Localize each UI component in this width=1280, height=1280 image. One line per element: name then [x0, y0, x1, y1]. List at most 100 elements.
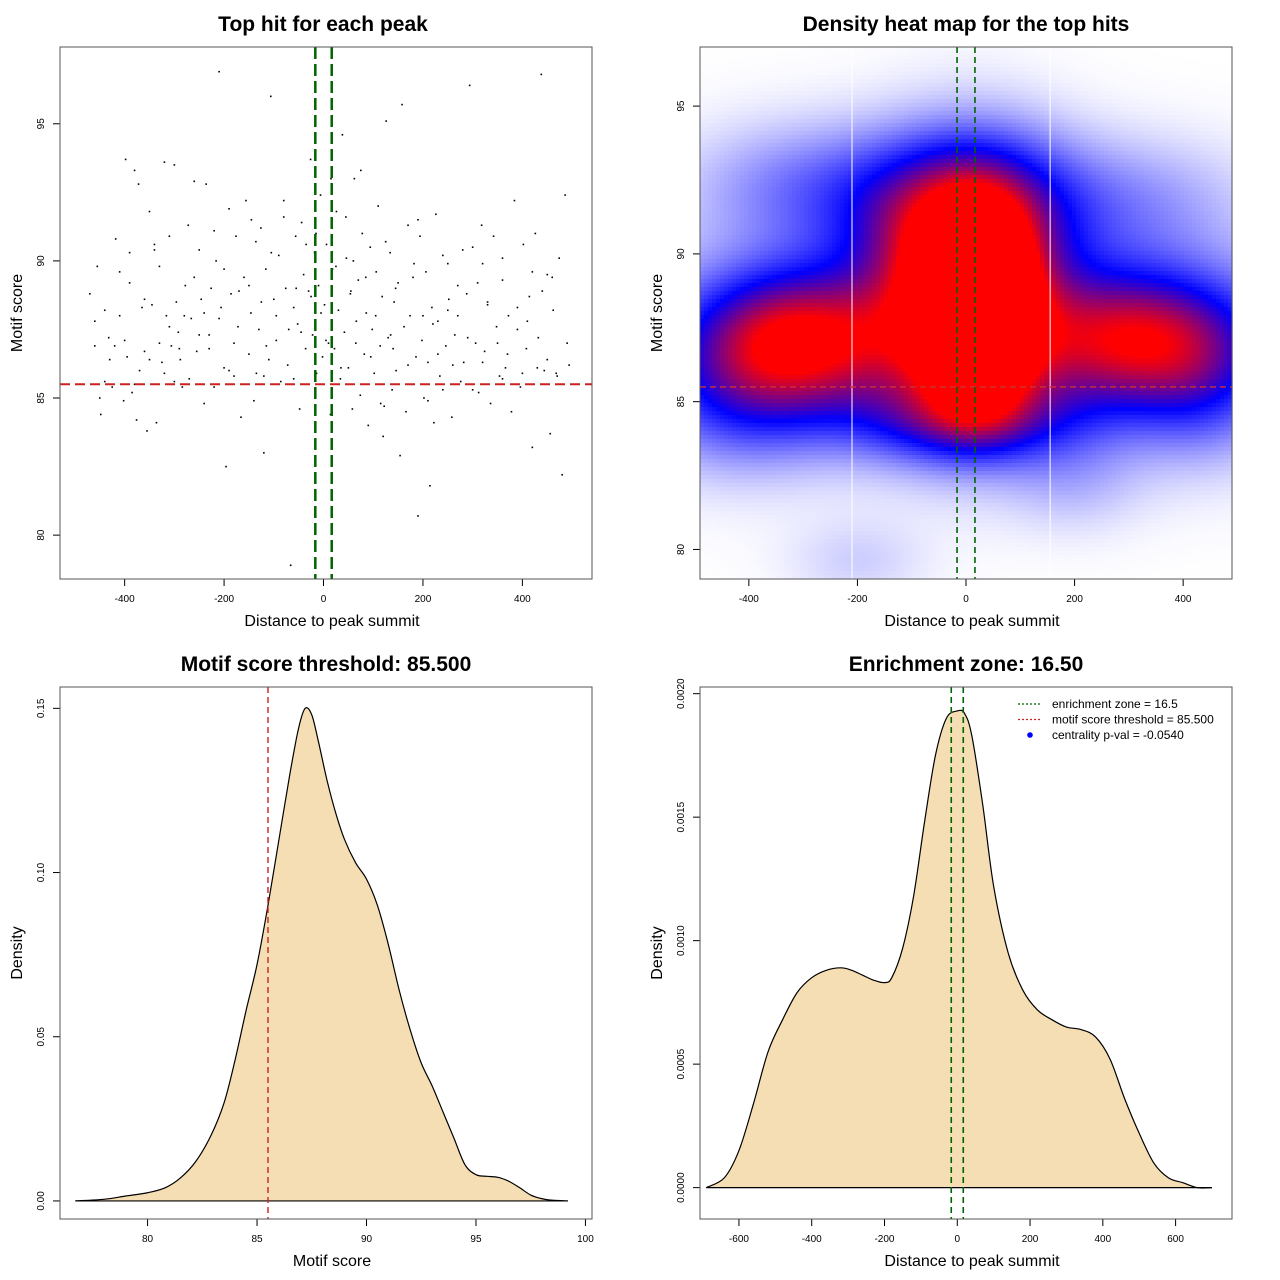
heatmap-cell	[812, 151, 817, 156]
heatmap-cell	[800, 363, 805, 368]
heatmap-cell	[728, 331, 733, 336]
heatmap-cell	[704, 531, 709, 536]
heatmap-cell	[728, 347, 733, 352]
heatmap-cell	[788, 119, 793, 124]
heatmap-cell	[724, 399, 729, 404]
heatmap-cell	[736, 47, 741, 52]
heatmap-cell	[764, 63, 769, 68]
heatmap-cell	[784, 483, 789, 488]
heatmap-cell	[824, 139, 829, 144]
heatmap-cell	[712, 371, 717, 376]
heatmap-cell	[768, 499, 773, 504]
scatter-point	[483, 350, 486, 353]
heatmap-cell	[728, 99, 733, 104]
heatmap-cell	[776, 475, 781, 480]
heatmap-cell	[704, 107, 709, 112]
heatmap-cell	[740, 267, 745, 272]
heatmap-cell	[700, 55, 705, 60]
heatmap-cell	[712, 191, 717, 196]
heatmap-cell	[772, 215, 777, 220]
heatmap-cell	[784, 367, 789, 372]
heatmap-cell	[808, 163, 813, 168]
heatmap-cell	[764, 175, 769, 180]
heatmap-cell	[820, 207, 825, 212]
heatmap-cell	[800, 243, 805, 248]
heatmap-cell	[828, 291, 833, 296]
heatmap-cell	[720, 155, 725, 160]
heatmap-cell	[704, 475, 709, 480]
heatmap-cell	[752, 379, 757, 384]
heatmap-cell	[756, 415, 761, 420]
heatmap-cell	[764, 435, 769, 440]
heatmap-cell	[708, 211, 713, 216]
heatmap-cell	[732, 115, 737, 120]
heatmap-cell	[812, 535, 817, 540]
heatmap-cell	[772, 71, 777, 76]
heatmap-cell	[732, 163, 737, 168]
heatmap-cell	[820, 439, 825, 444]
heatmap-cell	[804, 563, 809, 568]
heatmap-cell	[740, 55, 745, 60]
heatmap-cell	[760, 259, 765, 264]
scatter-point	[250, 218, 253, 221]
scatter-point	[319, 194, 322, 196]
heatmap-cell	[832, 199, 837, 204]
heatmap-cell	[792, 283, 797, 288]
heatmap-cell	[812, 323, 817, 328]
heatmap-cell	[728, 143, 733, 148]
heatmap-cell	[748, 531, 753, 536]
heatmap-cell	[716, 427, 721, 432]
heatmap-cell	[728, 187, 733, 192]
heatmap-cell	[708, 131, 713, 136]
heatmap-cell	[832, 371, 837, 376]
heatmap-cell	[744, 423, 749, 428]
heatmap-cell	[768, 199, 773, 204]
heatmap-cell	[812, 375, 817, 380]
heatmap-cell	[740, 287, 745, 292]
heatmap-cell	[812, 431, 817, 436]
heatmap-cell	[740, 559, 745, 564]
heatmap-cell	[700, 179, 705, 184]
heatmap-cell	[700, 139, 705, 144]
scatter-points	[89, 70, 570, 567]
scatter-point	[304, 347, 307, 350]
scatter-point	[427, 399, 429, 402]
heatmap-cell	[724, 151, 729, 156]
heatmap-cell	[828, 491, 833, 496]
heatmap-cell	[720, 259, 725, 264]
heatmap-cell	[748, 187, 753, 192]
heatmap-cell	[800, 259, 805, 264]
heatmap-cell	[796, 375, 801, 380]
heatmap-cell	[768, 571, 773, 576]
heatmap-cell	[760, 371, 765, 376]
heatmap-cell	[836, 103, 841, 108]
heatmap-cell	[724, 139, 729, 144]
heatmap-cell	[796, 75, 801, 80]
heatmap-cell	[776, 83, 781, 88]
heatmap-cell	[808, 391, 813, 396]
heatmap-cell	[760, 307, 765, 312]
heatmap-cell	[812, 263, 817, 268]
heatmap-cell	[812, 363, 817, 368]
heatmap-cell	[764, 191, 769, 196]
heatmap-cell	[712, 103, 717, 108]
heatmap-cell	[832, 307, 837, 312]
heatmap-cell	[712, 143, 717, 148]
heatmap-cell	[824, 339, 829, 344]
heatmap-cell	[796, 455, 801, 460]
scatter-point	[389, 334, 392, 336]
heatmap-cell	[768, 399, 773, 404]
scatter-point	[255, 372, 258, 375]
heatmap-cell	[716, 119, 721, 124]
heatmap-cell	[824, 239, 829, 244]
scatter-point	[480, 224, 483, 227]
heatmap-cell	[780, 143, 785, 148]
heatmap-cell	[752, 219, 757, 224]
heatmap-cell	[836, 159, 841, 164]
heatmap-cell	[732, 79, 737, 84]
heatmap-cell	[784, 571, 789, 576]
heatmap-cell	[820, 559, 825, 564]
heatmap-cell	[736, 403, 741, 408]
scatter-point	[361, 232, 364, 235]
heatmap-cell	[836, 415, 841, 420]
